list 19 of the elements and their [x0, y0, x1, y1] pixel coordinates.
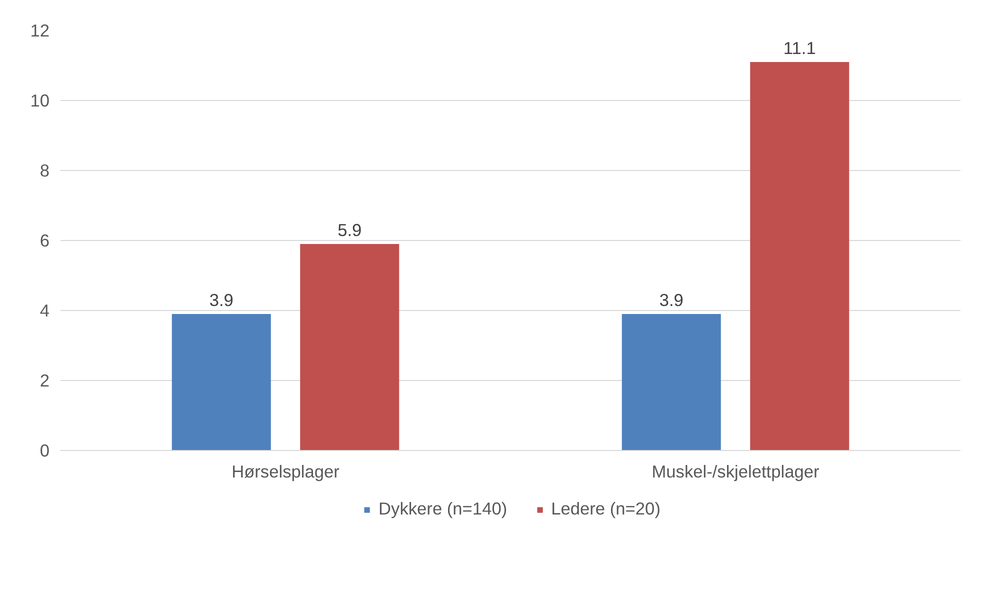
y-tick-label: 12 — [30, 20, 50, 40]
bar — [750, 62, 850, 450]
bar — [622, 314, 721, 450]
data-label: 3.9 — [209, 290, 234, 310]
y-tick-label: 10 — [30, 90, 50, 110]
y-tick-label: 8 — [40, 160, 50, 180]
bar — [172, 314, 271, 450]
y-tick-label: 2 — [40, 370, 50, 390]
x-tick-label: Muskel-/skjelettplager — [652, 462, 820, 482]
x-tick-label: Hørselsplager — [232, 462, 340, 482]
data-label: 3.9 — [659, 290, 684, 310]
legend-label: Ledere (n=20) — [551, 498, 660, 520]
legend-label: Dykkere (n=140) — [378, 498, 508, 520]
data-label: 11.1 — [783, 38, 816, 58]
data-label: 5.9 — [338, 220, 362, 240]
y-tick-label: 6 — [40, 230, 50, 250]
bar — [300, 244, 400, 450]
y-tick-label: 4 — [40, 300, 50, 320]
y-tick-label: 0 — [40, 440, 50, 460]
